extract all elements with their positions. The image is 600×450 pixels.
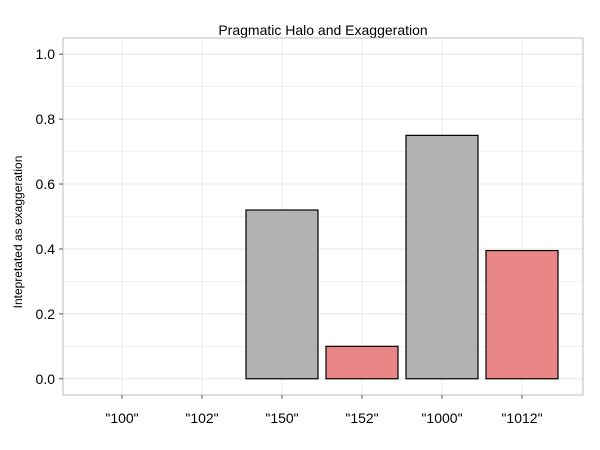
x-tick-label: "100" xyxy=(105,410,138,426)
x-axis-ticks: "100" "102" "150" "152" "1000" "1012" xyxy=(105,395,543,426)
y-tick-label: 1.0 xyxy=(36,46,56,62)
bars xyxy=(245,134,559,380)
x-tick-label: "1000" xyxy=(421,410,462,426)
y-tick-label: 0.8 xyxy=(36,111,56,127)
y-tick-label: 0.4 xyxy=(36,241,56,257)
x-tick-label: "152" xyxy=(345,410,378,426)
y-tick-label: 0.0 xyxy=(36,371,56,387)
plot-frame xyxy=(62,37,584,396)
y-axis-label: Intepretated as exaggeration xyxy=(11,156,25,309)
y-tick-label: 0.6 xyxy=(36,176,56,192)
bar xyxy=(405,134,479,380)
x-tick-label: "150" xyxy=(265,410,298,426)
bar xyxy=(245,209,319,380)
x-tick-label: "1012" xyxy=(501,410,542,426)
y-tick-label: 0.2 xyxy=(36,306,56,322)
bar xyxy=(485,249,559,380)
chart-title: Pragmatic Halo and Exaggeration xyxy=(218,22,427,38)
bar xyxy=(325,345,399,380)
x-tick-label: "102" xyxy=(185,410,218,426)
y-axis-ticks: 0.0 0.2 0.4 0.6 0.8 1.0 xyxy=(36,46,63,387)
